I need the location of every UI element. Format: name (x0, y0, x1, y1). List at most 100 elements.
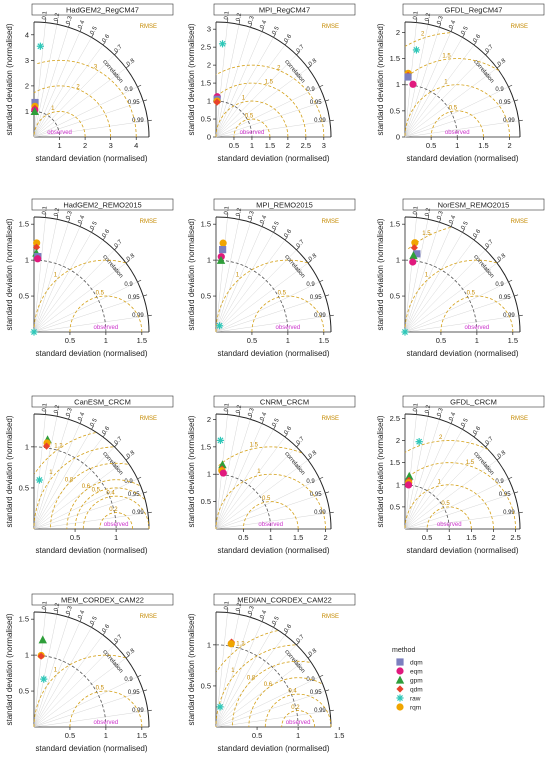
x-tick-label: 0.5 (247, 336, 257, 345)
correlation-label: 0.1 (224, 402, 231, 412)
correlation-arc (215, 21, 332, 138)
legend-label-rqm: rqm (410, 705, 421, 712)
rmse-contour (69, 295, 143, 333)
y-tick-label: 3 (25, 56, 29, 65)
x-axis-label: standard deviation (normalised) (217, 546, 329, 555)
x-axis-label: standard deviation (normalised) (217, 744, 329, 753)
correlation-label: 0.95 (310, 100, 322, 106)
rmse-contour (66, 479, 140, 530)
rmse-contour-label: 0.6 (82, 484, 91, 490)
correlation-label: 0.3 (66, 15, 74, 25)
correlation-ray (33, 644, 115, 728)
correlation-label: 0.7 (485, 44, 496, 55)
correlation-tick (485, 246, 489, 251)
correlation-tick (329, 314, 334, 317)
correlation-ray (404, 419, 440, 530)
correlation-ray (33, 459, 127, 530)
correlation-tick (319, 279, 324, 283)
y-tick-label: 1 (207, 640, 211, 649)
correlation-tick (261, 222, 264, 227)
y-axis-label: standard deviation (normalised) (187, 23, 196, 135)
correlation-ray (215, 262, 309, 333)
correlation-label: 0.9 (124, 677, 133, 683)
rmse-contour (33, 259, 126, 333)
correlation-label: 0.2 (236, 12, 244, 22)
y-tick-label: 1 (396, 480, 400, 489)
x-axis-label: standard deviation (normalised) (35, 744, 147, 753)
correlation-label: 0.6 (283, 33, 293, 44)
correlation-arc (33, 413, 150, 530)
correlation-ray (215, 232, 274, 333)
correlation-tick (325, 689, 330, 692)
y-axis-label: standard deviation (normalised) (376, 23, 385, 135)
rmse-title: RMSE (322, 24, 339, 30)
correlation-tick (56, 215, 59, 220)
panel-title-box (213, 3, 356, 16)
rmse-contour (281, 710, 315, 728)
y-tick-label: 0.5 (19, 292, 29, 301)
point-raw (40, 675, 48, 683)
correlation-ray (215, 416, 240, 530)
y-tick-label: 1.5 (390, 54, 400, 63)
correlation-tick (147, 511, 152, 514)
x-tick-label: 0.5 (229, 141, 239, 150)
correlation-label: 0.3 (248, 407, 256, 417)
correlation-ray (404, 120, 519, 138)
correlation-label: 0.3 (66, 407, 74, 417)
correlation-tick (319, 674, 324, 678)
correlation-tick (143, 689, 148, 692)
x-tick-label: 1 (286, 336, 290, 345)
correlation-label: 0.99 (132, 118, 144, 124)
x-tick-label: 1.5 (466, 533, 476, 542)
correlation-tick (143, 99, 148, 102)
rmse-contour (69, 690, 143, 728)
y-tick-label: 0.5 (201, 115, 211, 124)
rmse-contour-label: 2 (76, 84, 80, 90)
rmse-contour (406, 58, 500, 78)
rmse-contour (404, 440, 489, 453)
rmse-contour (216, 630, 278, 673)
rmse-contour (404, 484, 494, 530)
x-tick-label: 2 (491, 533, 495, 542)
point-rqm (411, 239, 419, 247)
correlation-tick (427, 412, 430, 417)
x-tick-label: 0.5 (426, 141, 436, 150)
correlation-tick (68, 218, 70, 223)
rmse-contour (217, 82, 307, 138)
correlation-tick (91, 623, 94, 628)
correlation-label: 0.6 (101, 33, 111, 44)
observed-label: observed (94, 720, 119, 726)
correlation-ray (215, 217, 228, 333)
correlation-tick (238, 215, 241, 220)
correlation-label: 0.5 (460, 25, 470, 36)
correlation-ray (404, 100, 515, 138)
correlation-tick (56, 412, 59, 417)
rmse-contour-label: 1 (438, 479, 442, 485)
correlation-label: 0.4 (77, 609, 86, 620)
correlation-tick (125, 260, 130, 264)
point-raw (36, 42, 44, 50)
rmse-contour-label: 1.5 (250, 443, 259, 449)
x-axis-label: standard deviation (normalised) (406, 349, 518, 358)
x-tick-label: 1 (269, 533, 273, 542)
correlation-tick (114, 443, 118, 448)
correlation-ray (33, 710, 148, 728)
x-tick-label: 0.5 (65, 731, 75, 740)
x-tick-label: 1.5 (478, 141, 488, 150)
observed-label: observed (445, 130, 470, 136)
correlation-label: 0.5 (89, 220, 99, 231)
panel-title-box (213, 395, 356, 408)
x-axis-label: standard deviation (normalised) (35, 154, 147, 163)
rmse-title: RMSE (322, 219, 339, 225)
observed-label: observed (286, 720, 311, 726)
correlation-label: 0.1 (413, 205, 420, 215)
y-axis-label: standard deviation (normalised) (376, 415, 385, 527)
correlation-ray (404, 226, 452, 333)
correlation-ray (404, 262, 498, 333)
correlation-ray (215, 249, 297, 333)
correlation-label: 0.7 (296, 436, 307, 447)
point-gpm (405, 471, 414, 480)
rmse-contour-label: 1 (236, 273, 240, 279)
